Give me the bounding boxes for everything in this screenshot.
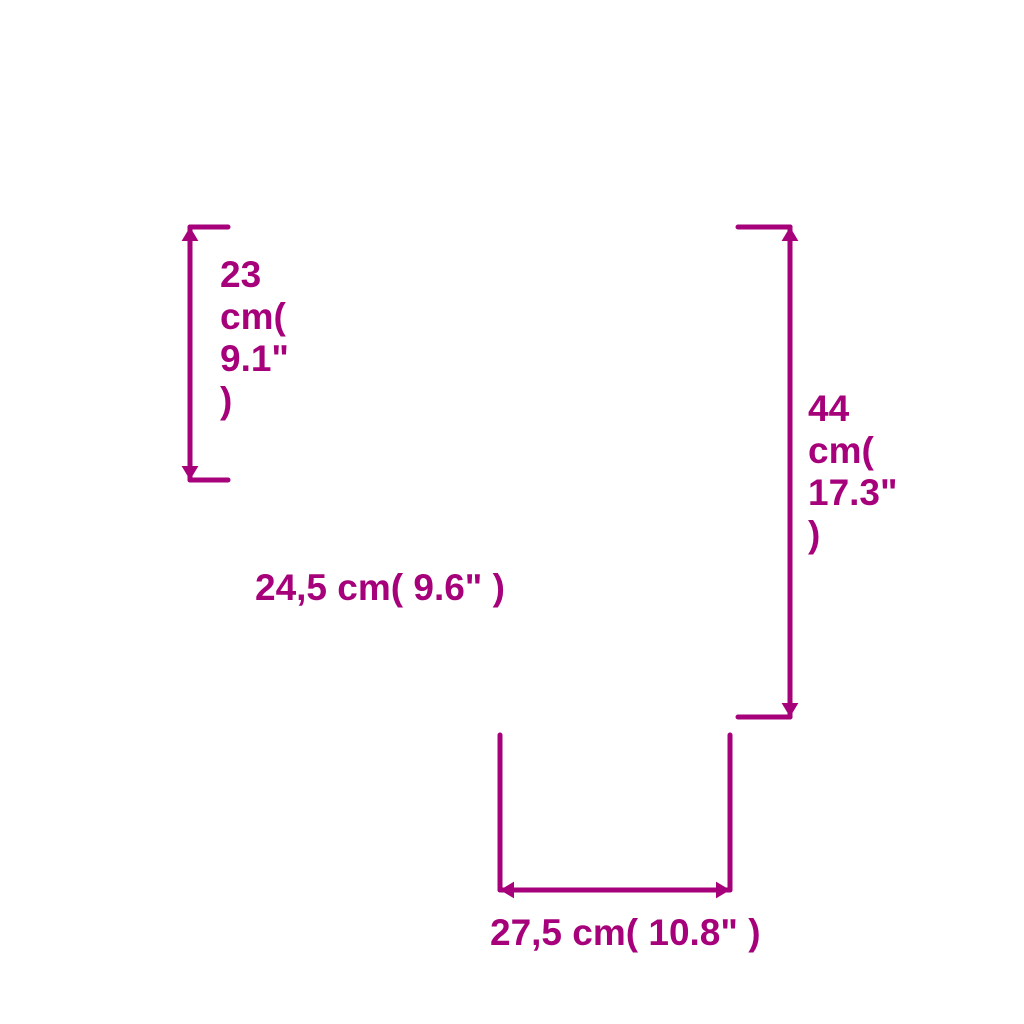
svg-text:cm(: cm( — [220, 296, 286, 337]
dimensions-2: 23cm(9.1")24,5 cm( 9.6" )27,5 cm( 10.8" … — [182, 227, 898, 953]
svg-text:cm(: cm( — [808, 430, 874, 471]
svg-text:9.1": 9.1" — [220, 338, 289, 379]
svg-text:17.3": 17.3" — [808, 472, 898, 513]
dimension-diagram: 23cm(9.1")24,5 cm( 9.6" )27,5 cm( 10.8" … — [0, 0, 1024, 1024]
svg-text:27,5 cm( 10.8" ): 27,5 cm( 10.8" ) — [490, 912, 761, 953]
svg-text:23: 23 — [220, 254, 261, 295]
svg-text:): ) — [220, 380, 232, 421]
svg-text:24,5 cm( 9.6" ): 24,5 cm( 9.6" ) — [255, 567, 505, 608]
svg-text:): ) — [808, 514, 820, 555]
svg-text:44: 44 — [808, 388, 850, 429]
